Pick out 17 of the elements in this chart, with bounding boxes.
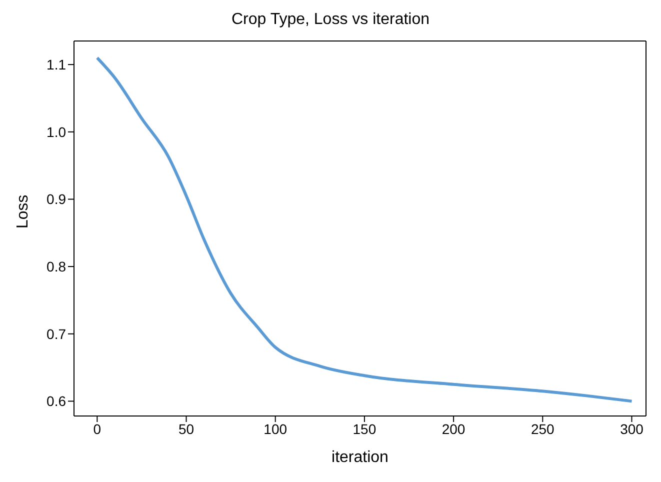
y-tick-label: 1.0 bbox=[46, 124, 66, 140]
x-axis-title: iteration bbox=[332, 449, 388, 466]
y-axis-title: Loss bbox=[14, 194, 32, 228]
y-tick-label: 1.1 bbox=[46, 56, 66, 73]
y-tick-label: 0.6 bbox=[46, 393, 66, 410]
x-tick-label: 250 bbox=[530, 420, 555, 437]
x-tick-label: 200 bbox=[442, 420, 466, 437]
chart-title: Crop Type, Loss vs iteration bbox=[230, 10, 431, 30]
x-tick-label: 50 bbox=[178, 420, 194, 437]
y-tick-label: 0.9 bbox=[46, 191, 66, 208]
x-tick-label: 100 bbox=[264, 420, 288, 437]
x-tick-label: 300 bbox=[620, 420, 644, 437]
x-tick-label: 0 bbox=[93, 420, 102, 437]
y-tick-label: 0.7 bbox=[46, 326, 66, 342]
x-tick-label: 150 bbox=[352, 420, 376, 437]
y-tick-label: 0.8 bbox=[46, 258, 66, 275]
line-series bbox=[96, 56, 634, 403]
